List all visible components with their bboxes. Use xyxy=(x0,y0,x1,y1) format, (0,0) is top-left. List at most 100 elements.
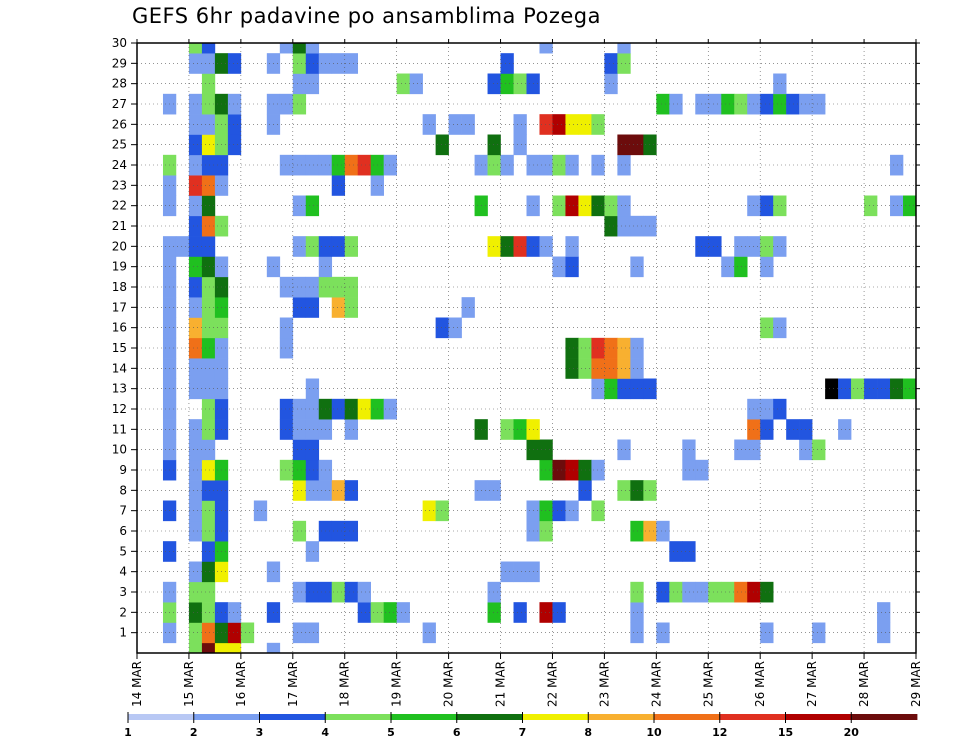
heatmap-cell xyxy=(188,520,203,542)
heatmap-cell xyxy=(227,602,242,623)
x-tick-label: 22 MAR xyxy=(545,661,559,707)
heatmap-cell xyxy=(331,154,346,176)
heatmap-cell xyxy=(305,378,320,400)
heatmap-cell xyxy=(305,541,320,562)
heatmap-cell xyxy=(734,439,748,461)
legend-label: 4 xyxy=(321,726,329,739)
heatmap-cell xyxy=(201,480,216,501)
x-tick-label: 20 MAR xyxy=(442,661,456,707)
heatmap-cell xyxy=(292,236,307,257)
chart-title: GEFS 6hr padavine po ansamblima Pozega xyxy=(132,4,602,28)
heatmap-cell xyxy=(656,520,670,542)
heatmap-cell xyxy=(201,73,216,95)
heatmap-cell xyxy=(864,378,878,400)
y-tick-label: 21 xyxy=(112,219,127,233)
heatmap-cell xyxy=(188,93,203,115)
heatmap-cell xyxy=(188,500,203,522)
heatmap-cell xyxy=(188,378,203,400)
y-tick-label: 10 xyxy=(112,443,127,457)
x-tick-label: 14 MAR xyxy=(130,661,144,707)
heatmap-cell xyxy=(565,256,579,278)
heatmap-cell xyxy=(760,581,774,603)
y-tick-label: 30 xyxy=(112,36,127,50)
heatmap-cell xyxy=(513,236,527,257)
heatmap-cell xyxy=(201,337,216,359)
heatmap-cell xyxy=(331,581,346,603)
heatmap-cell xyxy=(305,276,320,298)
heatmap-cell xyxy=(201,317,216,339)
x-tick-label: 25 MAR xyxy=(701,661,715,707)
heatmap-cell xyxy=(721,93,735,115)
heatmap-cell xyxy=(669,581,683,603)
heatmap-cell xyxy=(188,43,203,54)
heatmap-cell xyxy=(552,602,566,623)
heatmap-cell xyxy=(305,154,320,176)
heatmap-cell xyxy=(305,622,320,644)
heatmap-cell xyxy=(487,154,501,176)
heatmap-cell xyxy=(461,297,475,318)
heatmap-cell xyxy=(682,439,696,461)
legend-swatch xyxy=(785,714,852,720)
heatmap-cell xyxy=(331,398,346,420)
heatmap-cell xyxy=(292,520,307,542)
heatmap-cell xyxy=(591,154,605,176)
y-tick-label: 11 xyxy=(112,422,127,436)
heatmap-cell xyxy=(877,602,891,623)
legend-label: 8 xyxy=(584,726,592,739)
heatmap-cell xyxy=(227,53,242,74)
heatmap-cell xyxy=(201,541,216,562)
heatmap-cell xyxy=(188,602,203,623)
legend-swatch xyxy=(391,714,458,720)
heatmap-cell xyxy=(734,256,748,278)
heatmap-cell xyxy=(435,500,449,522)
heatmap-cell xyxy=(877,622,891,644)
heatmap-cell xyxy=(201,622,216,644)
x-axis: 14 MAR 15 MAR 16 MAR 17 MAR 18 MAR 19 MAR 20 M… xyxy=(130,39,923,707)
heatmap-cell xyxy=(188,276,203,298)
heatmap-cell xyxy=(500,53,514,74)
heatmap-cell xyxy=(201,53,216,74)
heatmap-cell xyxy=(188,236,203,257)
heatmap-cell xyxy=(539,154,553,176)
heatmap-cell xyxy=(292,297,307,318)
heatmap-cell xyxy=(539,236,553,257)
heatmap-cell xyxy=(682,459,696,481)
heatmap-cell xyxy=(188,459,203,481)
heatmap-cell xyxy=(201,195,216,217)
heatmap-cell xyxy=(513,114,527,135)
heatmap-cell xyxy=(721,256,735,278)
heatmap-cell xyxy=(656,622,670,644)
heatmap-cell xyxy=(201,236,216,257)
heatmap-cell xyxy=(435,134,449,156)
heatmap-cell xyxy=(344,581,359,603)
heatmap-cell xyxy=(773,93,787,115)
heatmap-cell xyxy=(344,520,359,542)
heatmap-cell xyxy=(188,358,203,379)
heatmap-cell xyxy=(305,53,320,74)
heatmap-cell xyxy=(201,581,216,603)
heatmap-cell xyxy=(812,622,826,644)
heatmap-cell xyxy=(487,134,501,156)
heatmap-cell xyxy=(617,358,631,379)
heatmap-cell xyxy=(565,500,579,522)
heatmap-cell xyxy=(396,73,410,95)
heatmap-cell xyxy=(292,276,307,298)
heatmap-cell xyxy=(591,378,605,400)
heatmap-cell xyxy=(591,337,605,359)
heatmap-cell xyxy=(292,154,307,176)
heatmap-cell xyxy=(435,317,449,339)
heatmap-cell xyxy=(188,195,203,217)
heatmap-cell xyxy=(292,622,307,644)
heatmap-cell xyxy=(188,114,203,135)
heatmap-cell xyxy=(305,195,320,217)
legend: 1 2 3 4 5 6 7 8 10 12 15 20 xyxy=(124,712,918,739)
legend-swatch xyxy=(259,714,326,720)
heatmap-cell xyxy=(500,561,514,583)
heatmap-cell xyxy=(448,317,462,339)
y-tick-label: 2 xyxy=(119,605,127,619)
heatmap-cell xyxy=(617,195,631,217)
y-tick-label: 13 xyxy=(112,382,127,396)
heatmap-cell xyxy=(331,297,346,318)
heatmap-cell xyxy=(617,337,631,359)
